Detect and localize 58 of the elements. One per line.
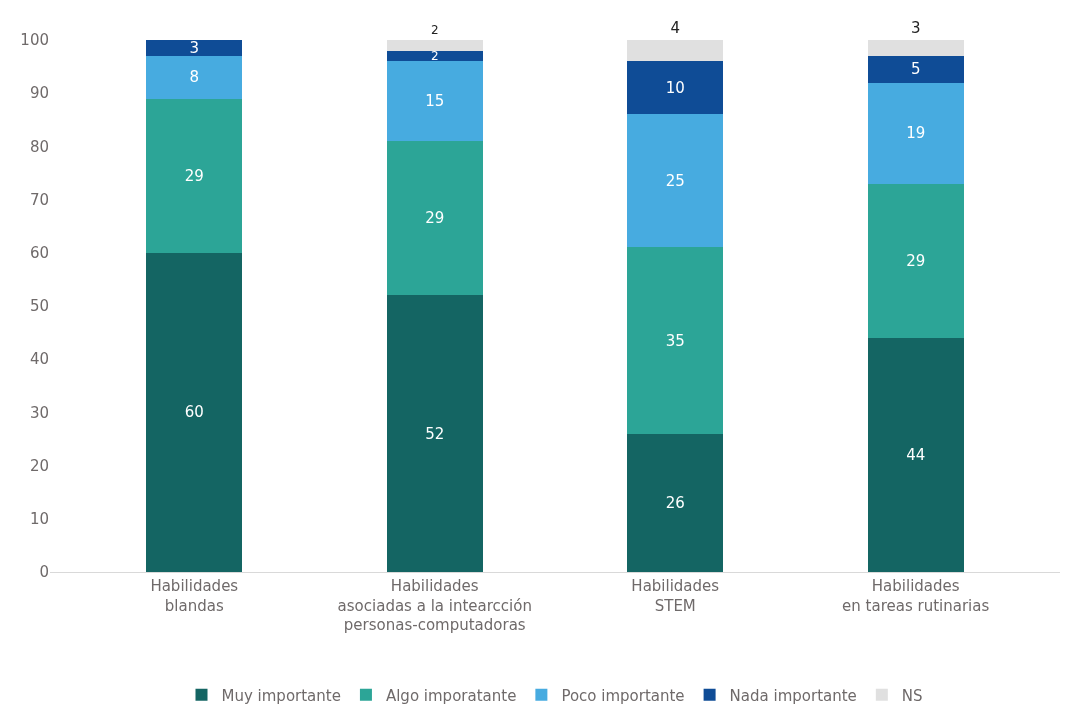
y-tick-label: 60: [29, 244, 49, 263]
data-label: 4: [670, 19, 681, 37]
legend-label: Poco importante: [561, 686, 685, 705]
data-label: 19: [906, 124, 926, 143]
bar: [146, 98, 243, 253]
data-label: 29: [906, 251, 926, 270]
y-tick-label: 10: [29, 510, 49, 529]
data-label: 29: [425, 209, 445, 228]
bar: [146, 40, 243, 56]
y-tick-label: 90: [29, 84, 49, 103]
bar: [627, 114, 724, 248]
data-label: 29: [184, 166, 204, 185]
data-label: 35: [665, 331, 685, 350]
data-label: 10: [665, 78, 685, 97]
bar: [386, 40, 483, 51]
data-label: 2: [430, 48, 439, 63]
data-label: 25: [665, 171, 685, 190]
bar: [867, 82, 964, 184]
y-tick-label: 40: [29, 350, 49, 369]
data-label: 5: [910, 60, 921, 79]
bar: [386, 61, 483, 142]
x-tick-label: Habilidades blandas: [150, 577, 239, 615]
x-tick-label: Habilidades en tareas rutinarias: [842, 577, 990, 615]
bar: [867, 337, 964, 572]
data-label: 15: [425, 92, 445, 111]
data-label: 60: [184, 403, 204, 422]
y-tick-label: 20: [29, 456, 49, 475]
y-tick-label: 100: [20, 31, 49, 50]
x-tick-label: Habilidades STEM: [631, 577, 720, 615]
data-label: 2: [430, 23, 439, 37]
bar: [627, 40, 724, 62]
bar: [867, 183, 964, 338]
y-tick-label: 0: [39, 563, 49, 582]
y-tick-label: 70: [29, 190, 49, 209]
x-tick-label: Habilidades asociadas a la intearcción personas-computadoras: [337, 577, 532, 634]
legend-label: Algo imporatante: [385, 686, 517, 705]
bar: [627, 433, 724, 572]
legend-label: NS: [901, 686, 923, 705]
bar: [146, 55, 243, 99]
y-tick-label: 30: [29, 403, 49, 422]
data-label: 26: [665, 493, 685, 512]
legend-label: Muy importante: [221, 686, 341, 705]
data-label: 3: [189, 38, 200, 57]
bar: [627, 61, 724, 115]
bar: [386, 295, 483, 572]
y-tick-label: 80: [29, 137, 49, 156]
data-label: 44: [906, 445, 926, 464]
bar: [146, 252, 243, 572]
legend-label: Nada importante: [729, 686, 857, 705]
bar: [867, 40, 964, 56]
data-label: 52: [425, 424, 445, 443]
bar: [867, 55, 964, 83]
data-label: 3: [910, 19, 921, 37]
bar: [627, 247, 724, 434]
bar: [386, 141, 483, 296]
bar: [386, 50, 483, 62]
y-tick-label: 50: [29, 297, 49, 316]
data-label: 8: [189, 68, 200, 87]
